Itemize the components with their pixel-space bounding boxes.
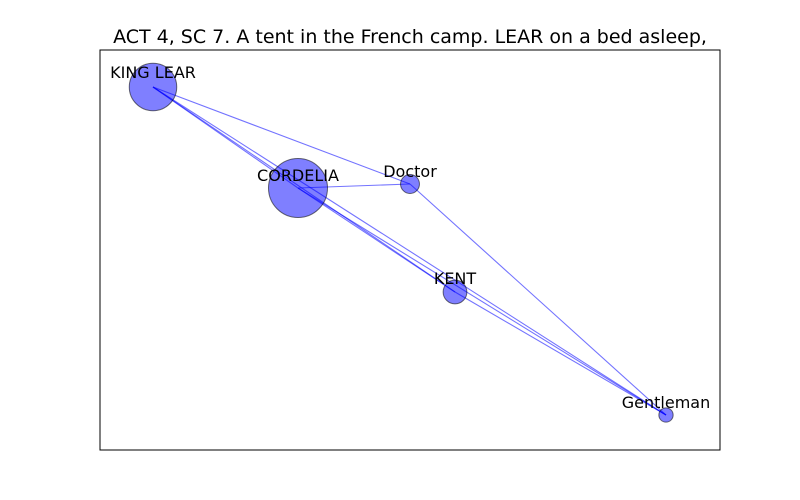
node-lear [128, 62, 178, 112]
node-doctor [400, 174, 420, 194]
edge-layer [152, 86, 667, 416]
edge-cordelia-gentleman [297, 187, 667, 416]
node-label-lear: KING LEAR [110, 63, 196, 82]
node-label-kent: KENT [434, 269, 477, 288]
edge-kent-gentleman [454, 291, 667, 416]
figure-title: ACT 4, SC 7. A tent in the French camp. … [113, 26, 707, 48]
edge-cordelia-kent [297, 187, 456, 293]
node-label-cordelia: CORDELIA [257, 166, 339, 185]
node-kent [442, 279, 468, 305]
label-layer: KING LEAR CORDELIA Doctor KENT Gentleman [110, 63, 710, 412]
node-gentleman [658, 407, 674, 423]
edge-doctor-gentleman [409, 183, 667, 416]
node-cordelia [267, 157, 329, 219]
node-layer [128, 62, 674, 423]
edge-lear-gentleman [152, 86, 667, 416]
node-label-gentleman: Gentleman [622, 393, 710, 412]
node-label-doctor: Doctor [383, 162, 437, 181]
plot-frame [99, 49, 721, 451]
edge-lear-doctor [152, 86, 411, 185]
